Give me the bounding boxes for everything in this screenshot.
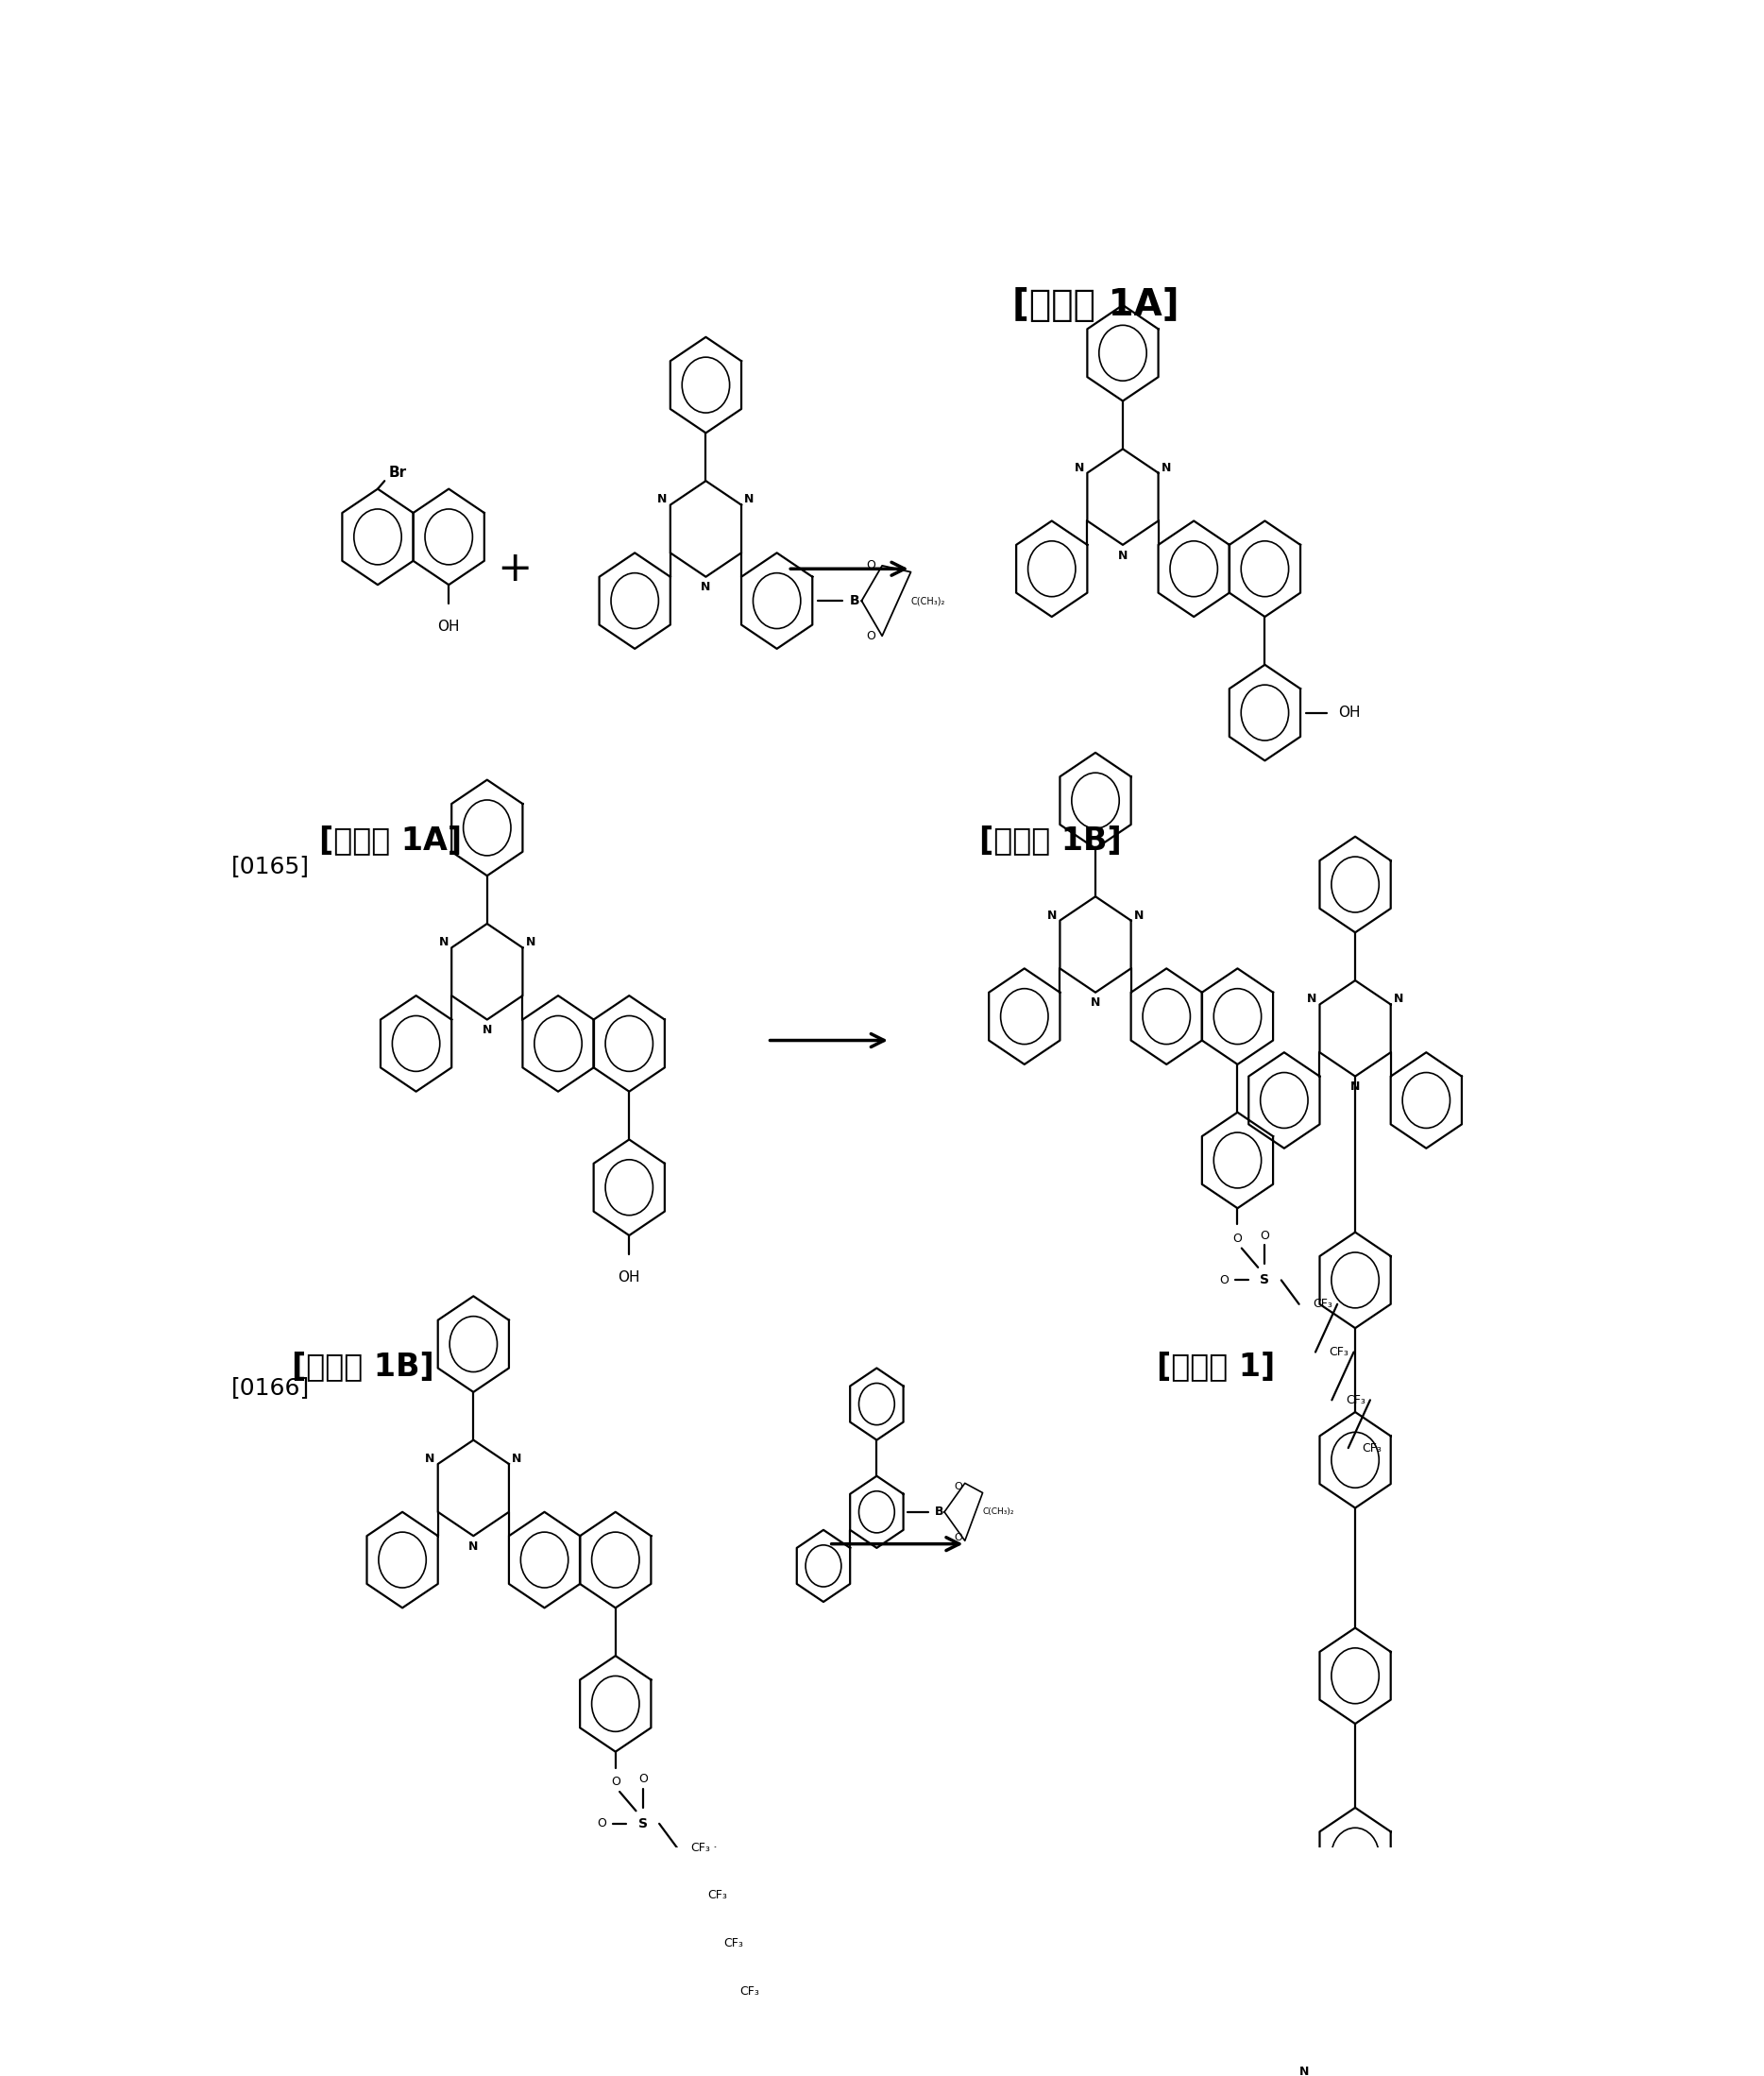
Text: +: +	[497, 548, 533, 590]
Polygon shape	[1087, 448, 1159, 544]
Text: O: O	[954, 1532, 961, 1542]
Polygon shape	[1087, 305, 1159, 401]
Polygon shape	[1319, 1628, 1390, 1723]
Polygon shape	[1319, 837, 1390, 932]
Text: [化合物 1A]: [化合物 1A]	[319, 824, 462, 855]
Text: C(CH₃)₂: C(CH₃)₂	[910, 596, 946, 606]
Polygon shape	[1016, 521, 1087, 617]
Text: N: N	[1048, 909, 1057, 922]
Polygon shape	[1230, 664, 1300, 760]
Text: CF₃: CF₃	[1362, 1443, 1381, 1453]
Text: N: N	[1349, 1082, 1360, 1094]
Polygon shape	[594, 996, 665, 1092]
Polygon shape	[452, 781, 522, 876]
Polygon shape	[437, 1441, 510, 1536]
Polygon shape	[850, 1476, 903, 1549]
Text: N: N	[425, 1453, 436, 1466]
Polygon shape	[1319, 1412, 1390, 1507]
Text: N: N	[1298, 2066, 1309, 2076]
Text: N: N	[1134, 909, 1143, 922]
Text: OH: OH	[617, 1271, 640, 1285]
Polygon shape	[437, 1295, 510, 1393]
Text: O: O	[610, 1775, 621, 1787]
Text: N: N	[512, 1453, 522, 1466]
Polygon shape	[990, 967, 1060, 1065]
Polygon shape	[741, 552, 813, 650]
Polygon shape	[1319, 2024, 1390, 2076]
Text: N: N	[526, 936, 534, 949]
Text: N: N	[1118, 550, 1127, 561]
Text: N: N	[439, 936, 448, 949]
Text: B: B	[935, 1505, 944, 1518]
Text: O: O	[1219, 1275, 1228, 1287]
Polygon shape	[1249, 1053, 1319, 1148]
Polygon shape	[670, 482, 741, 577]
Text: O: O	[639, 1773, 647, 1785]
Text: O: O	[1233, 1233, 1242, 1244]
Text: OH: OH	[1339, 706, 1360, 720]
Text: OH: OH	[437, 621, 460, 633]
Text: Br: Br	[388, 465, 407, 480]
Text: [化合物 1B]: [化合物 1B]	[979, 824, 1122, 855]
Text: N: N	[1090, 996, 1101, 1009]
Text: [0166]: [0166]	[231, 1376, 310, 1399]
Text: CF₃: CF₃	[1346, 1393, 1365, 1405]
Text: N: N	[744, 494, 753, 507]
Text: O: O	[1259, 1229, 1270, 1241]
Polygon shape	[1319, 980, 1390, 1075]
Text: O: O	[954, 1482, 961, 1491]
Text: N: N	[700, 581, 711, 594]
Text: [化合物 1A]: [化合物 1A]	[1013, 286, 1178, 324]
Polygon shape	[1230, 521, 1300, 617]
Polygon shape	[580, 1511, 651, 1607]
Polygon shape	[510, 1511, 580, 1607]
Polygon shape	[413, 490, 485, 585]
Text: CF₃: CF₃	[723, 1937, 743, 1949]
Text: O: O	[866, 561, 877, 571]
Polygon shape	[522, 996, 594, 1092]
Text: [化合物 1B]: [化合物 1B]	[291, 1351, 434, 1383]
Text: N: N	[1394, 992, 1404, 1005]
Text: CF₃: CF₃	[1328, 1345, 1349, 1358]
Text: S: S	[639, 1816, 647, 1831]
Text: O: O	[598, 1816, 607, 1829]
Text: O: O	[866, 629, 877, 641]
Text: N: N	[658, 494, 667, 507]
Polygon shape	[381, 996, 452, 1092]
Text: N: N	[1161, 461, 1171, 473]
Text: [化合物 1]: [化合物 1]	[1157, 1351, 1275, 1383]
Polygon shape	[1131, 967, 1201, 1065]
Polygon shape	[1390, 1053, 1462, 1148]
Text: S: S	[1259, 1273, 1270, 1287]
Text: CF₃: CF₃	[707, 1889, 727, 1902]
Polygon shape	[850, 1368, 903, 1441]
Text: N: N	[1307, 992, 1316, 1005]
Text: CF₃: CF₃	[1312, 1298, 1332, 1310]
Polygon shape	[452, 924, 522, 1019]
Text: N: N	[469, 1540, 478, 1553]
Text: N: N	[482, 1023, 492, 1036]
Polygon shape	[670, 336, 741, 434]
Text: CF₃: CF₃	[739, 1985, 760, 1997]
Text: N: N	[1074, 461, 1085, 473]
Polygon shape	[1201, 967, 1274, 1065]
Polygon shape	[1060, 754, 1131, 849]
Polygon shape	[797, 1530, 850, 1603]
Text: C(CH₃)₂: C(CH₃)₂	[983, 1507, 1014, 1515]
Polygon shape	[580, 1657, 651, 1752]
Text: CF₃: CF₃	[691, 1841, 711, 1854]
Polygon shape	[1319, 1808, 1390, 1904]
Polygon shape	[600, 552, 670, 650]
Polygon shape	[1060, 897, 1131, 992]
Polygon shape	[1319, 1233, 1390, 1329]
Polygon shape	[367, 1511, 437, 1607]
Text: B: B	[848, 594, 859, 608]
Polygon shape	[1201, 1113, 1274, 1208]
Polygon shape	[594, 1140, 665, 1235]
Text: [0165]: [0165]	[231, 855, 310, 878]
Polygon shape	[1159, 521, 1230, 617]
Polygon shape	[342, 490, 413, 585]
